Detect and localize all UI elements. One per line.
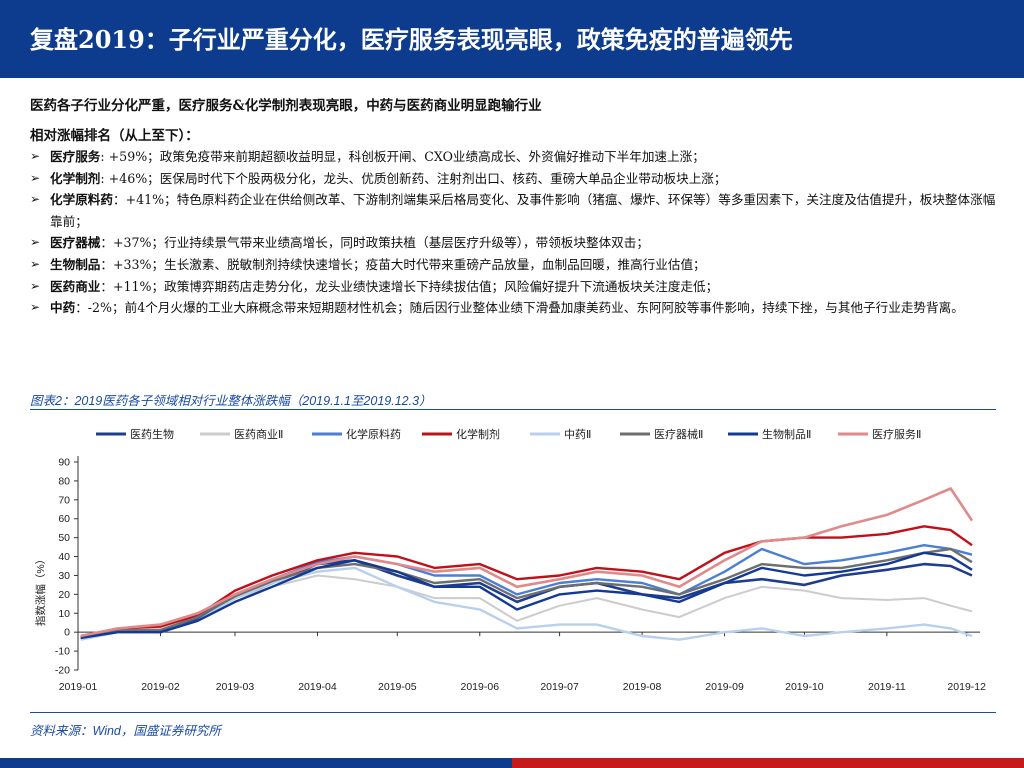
y-tick-label: 90 <box>58 457 70 469</box>
series-line <box>80 487 974 638</box>
x-tick-label: 2019-06 <box>461 681 500 693</box>
sector-name: 化学制剂 <box>50 170 101 186</box>
arrow-bullet-icon: ➢ <box>30 300 41 315</box>
sector-name: 中药 <box>50 300 76 316</box>
x-tick-label: 2019-04 <box>298 681 337 693</box>
sector-separator: : <box>100 170 109 186</box>
x-tick-label: 2019-10 <box>785 681 824 693</box>
series-line <box>80 551 973 640</box>
y-tick-label: -10 <box>55 646 70 658</box>
list-item: ➢ 医疗服务: +59%；政策免疫带来前期超额收益明显，科创板开闸、CXO业绩高成… <box>30 146 1005 168</box>
sector-name: 医疗器械 <box>50 235 101 251</box>
arrow-bullet-icon: ➢ <box>30 170 41 185</box>
sector-text: +33%；生长激素、脱敏制剂持续快速增长；疫苗大时代带来重磅产品放量，血制品回暖… <box>112 256 706 272</box>
arrow-bullet-icon: ➢ <box>30 278 41 293</box>
sector-text: -2%；前4个月火爆的工业大麻概念带来短期题材性机会；随后因行业整体业绩下滑叠加… <box>87 300 964 316</box>
arrow-bullet-icon: ➢ <box>30 235 41 250</box>
legend-label: 化学制剂 <box>456 427 500 441</box>
legend-label: 化学原料药 <box>346 427 401 441</box>
line-chart: 医药生物 医药商业Ⅱ 化学原料药 化学制剂 中药Ⅱ 医疗器械Ⅱ 生物制品Ⅱ 医疗服务Ⅱ -20… <box>34 427 986 693</box>
ranking-title: 相对涨幅排名（从上至下）： <box>30 128 199 144</box>
legend-label: 医疗服务Ⅱ <box>872 427 921 441</box>
caption-divider <box>30 409 996 410</box>
sector-name: 医药商业 <box>50 278 101 294</box>
sector-separator: : <box>100 149 109 164</box>
page-title: 复盘2019：子行业严重分化，医疗服务表现亮眼，政策免疫的普遍领先 <box>30 25 793 54</box>
legend-label: 医药生物 <box>130 427 174 441</box>
x-tick-label: 2019-12 <box>947 681 986 693</box>
sector-text: +46%；医保局时代下个股两极分化，龙头、优质创新药、注射剂出口、核药、重磅大单… <box>108 170 727 186</box>
x-tick-label: 2019-09 <box>705 681 744 693</box>
sector-separator: ： <box>112 192 126 208</box>
sector-separator: ： <box>75 300 88 316</box>
sector-name: 生物制品 <box>50 256 101 272</box>
sector-name: 化学原料药 <box>50 192 113 208</box>
x-tick-label: 2019-01 <box>59 681 98 693</box>
sector-separator: ： <box>100 256 113 272</box>
sector-name: 医疗服务 <box>50 149 101 164</box>
ranking-list: ➢ 医疗服务: +59%；政策免疫带来前期超额收益明显，科创板开闸、CXO业绩高成… <box>30 146 1005 319</box>
sector-text: +59%；政策免疫带来前期超额收益明显，科创板开闸、CXO业绩高成长、外资偏好推… <box>108 149 705 164</box>
figure-caption: 图表2：2019医药各子领域相对行业整体涨跌幅（2019.1.1至2019.12… <box>30 394 432 408</box>
arrow-bullet-icon: ➢ <box>30 256 41 271</box>
list-item: ➢ 中药：-2%；前4个月火爆的工业大麻概念带来短期题材性机会；随后因行业整体业绩… <box>30 297 1005 319</box>
list-item: ➢ 生物制品：+33%；生长激素、脱敏制剂持续快速增长；疫苗大时代带来重磅产品放量… <box>30 254 1005 276</box>
list-item: ➢ 化学制剂: +46%；医保局时代下个股两极分化，龙头、优质创新药、注射剂出口、… <box>30 168 1005 190</box>
chart-series <box>80 487 974 641</box>
arrow-bullet-icon: ➢ <box>30 149 41 163</box>
series-line <box>80 547 973 640</box>
footer-bar <box>0 758 1024 768</box>
series-line <box>80 525 973 638</box>
y-tick-label: -20 <box>55 665 70 677</box>
y-tick-label: 0 <box>64 627 70 639</box>
sector-text: +37%；行业持续景气带来业绩高增长，同时政策扶植（基层医疗升级等），带领板块整… <box>112 235 649 251</box>
summary-headline: 医药各子行业分化严重，医疗服务&化学制剂表现亮眼，中药与医药商业明显跑输行业 <box>30 98 542 114</box>
sector-text: +41%；特色原料药企业在供给侧改革、下游制剂端集采后格局变化、及事件影响（猪瘟… <box>50 192 996 229</box>
y-tick-label: 50 <box>58 532 70 544</box>
sector-text: +11%；政策博弈期药店走势分化，龙头业绩快速增长下持续拔估值；风险偏好提升下流… <box>112 278 719 294</box>
series-line <box>80 543 973 640</box>
legend-label: 医药商业Ⅱ <box>234 427 283 441</box>
x-tick-label: 2019-11 <box>868 681 906 693</box>
legend-label: 生物制品Ⅱ <box>762 427 811 441</box>
arrow-bullet-icon: ➢ <box>30 192 41 207</box>
sector-separator: ： <box>100 235 113 251</box>
x-tick-label: 2019-05 <box>378 681 417 693</box>
x-tick-label: 2019-03 <box>216 681 255 693</box>
y-axis-label: 指数涨幅（%） <box>34 554 47 626</box>
y-tick-label: 30 <box>58 570 70 582</box>
y-tick-label: 40 <box>58 551 70 563</box>
series-line <box>80 566 973 641</box>
x-tick-label: 2019-02 <box>141 681 180 693</box>
chart-legend: 医药生物 医药商业Ⅱ 化学原料药 化学制剂 中药Ⅱ 医疗器械Ⅱ 生物制品Ⅱ 医疗服务Ⅱ <box>96 427 921 441</box>
source-divider <box>30 712 996 713</box>
chart-axes: -20 -10 0 10 20 30 40 50 60 70 80 90 2019-01 2019-02 2… <box>55 456 986 693</box>
header-bar: 复盘2019：子行业严重分化，医疗服务表现亮眼，政策免疫的普遍领先 <box>0 0 1024 78</box>
legend-label: 医疗器械Ⅱ <box>654 427 703 441</box>
y-tick-label: 20 <box>58 589 70 601</box>
legend-label: 中药Ⅱ <box>564 428 591 441</box>
sector-separator: ： <box>100 278 113 294</box>
source-note: 资料来源：Wind，国盛证券研究所 <box>30 724 221 738</box>
y-tick-label: 10 <box>58 608 70 620</box>
list-item: ➢ 医疗器械：+37%；行业持续景气带来业绩高增长，同时政策扶植（基层医疗升级等）… <box>30 232 1005 254</box>
y-tick-label: 60 <box>58 513 70 525</box>
x-tick-label: 2019-08 <box>623 681 662 693</box>
list-item: ➢ 医药商业：+11%；政策博弈期药店走势分化，龙头业绩快速增长下持续拔估值；风险… <box>30 276 1005 298</box>
list-item: ➢ 化学原料药：+41%；特色原料药企业在供给侧改革、下游制剂端集采后格局变化、及… <box>30 189 1005 232</box>
y-tick-label: 80 <box>58 475 70 487</box>
x-tick-label: 2019-07 <box>540 681 579 693</box>
y-tick-label: 70 <box>58 494 70 506</box>
